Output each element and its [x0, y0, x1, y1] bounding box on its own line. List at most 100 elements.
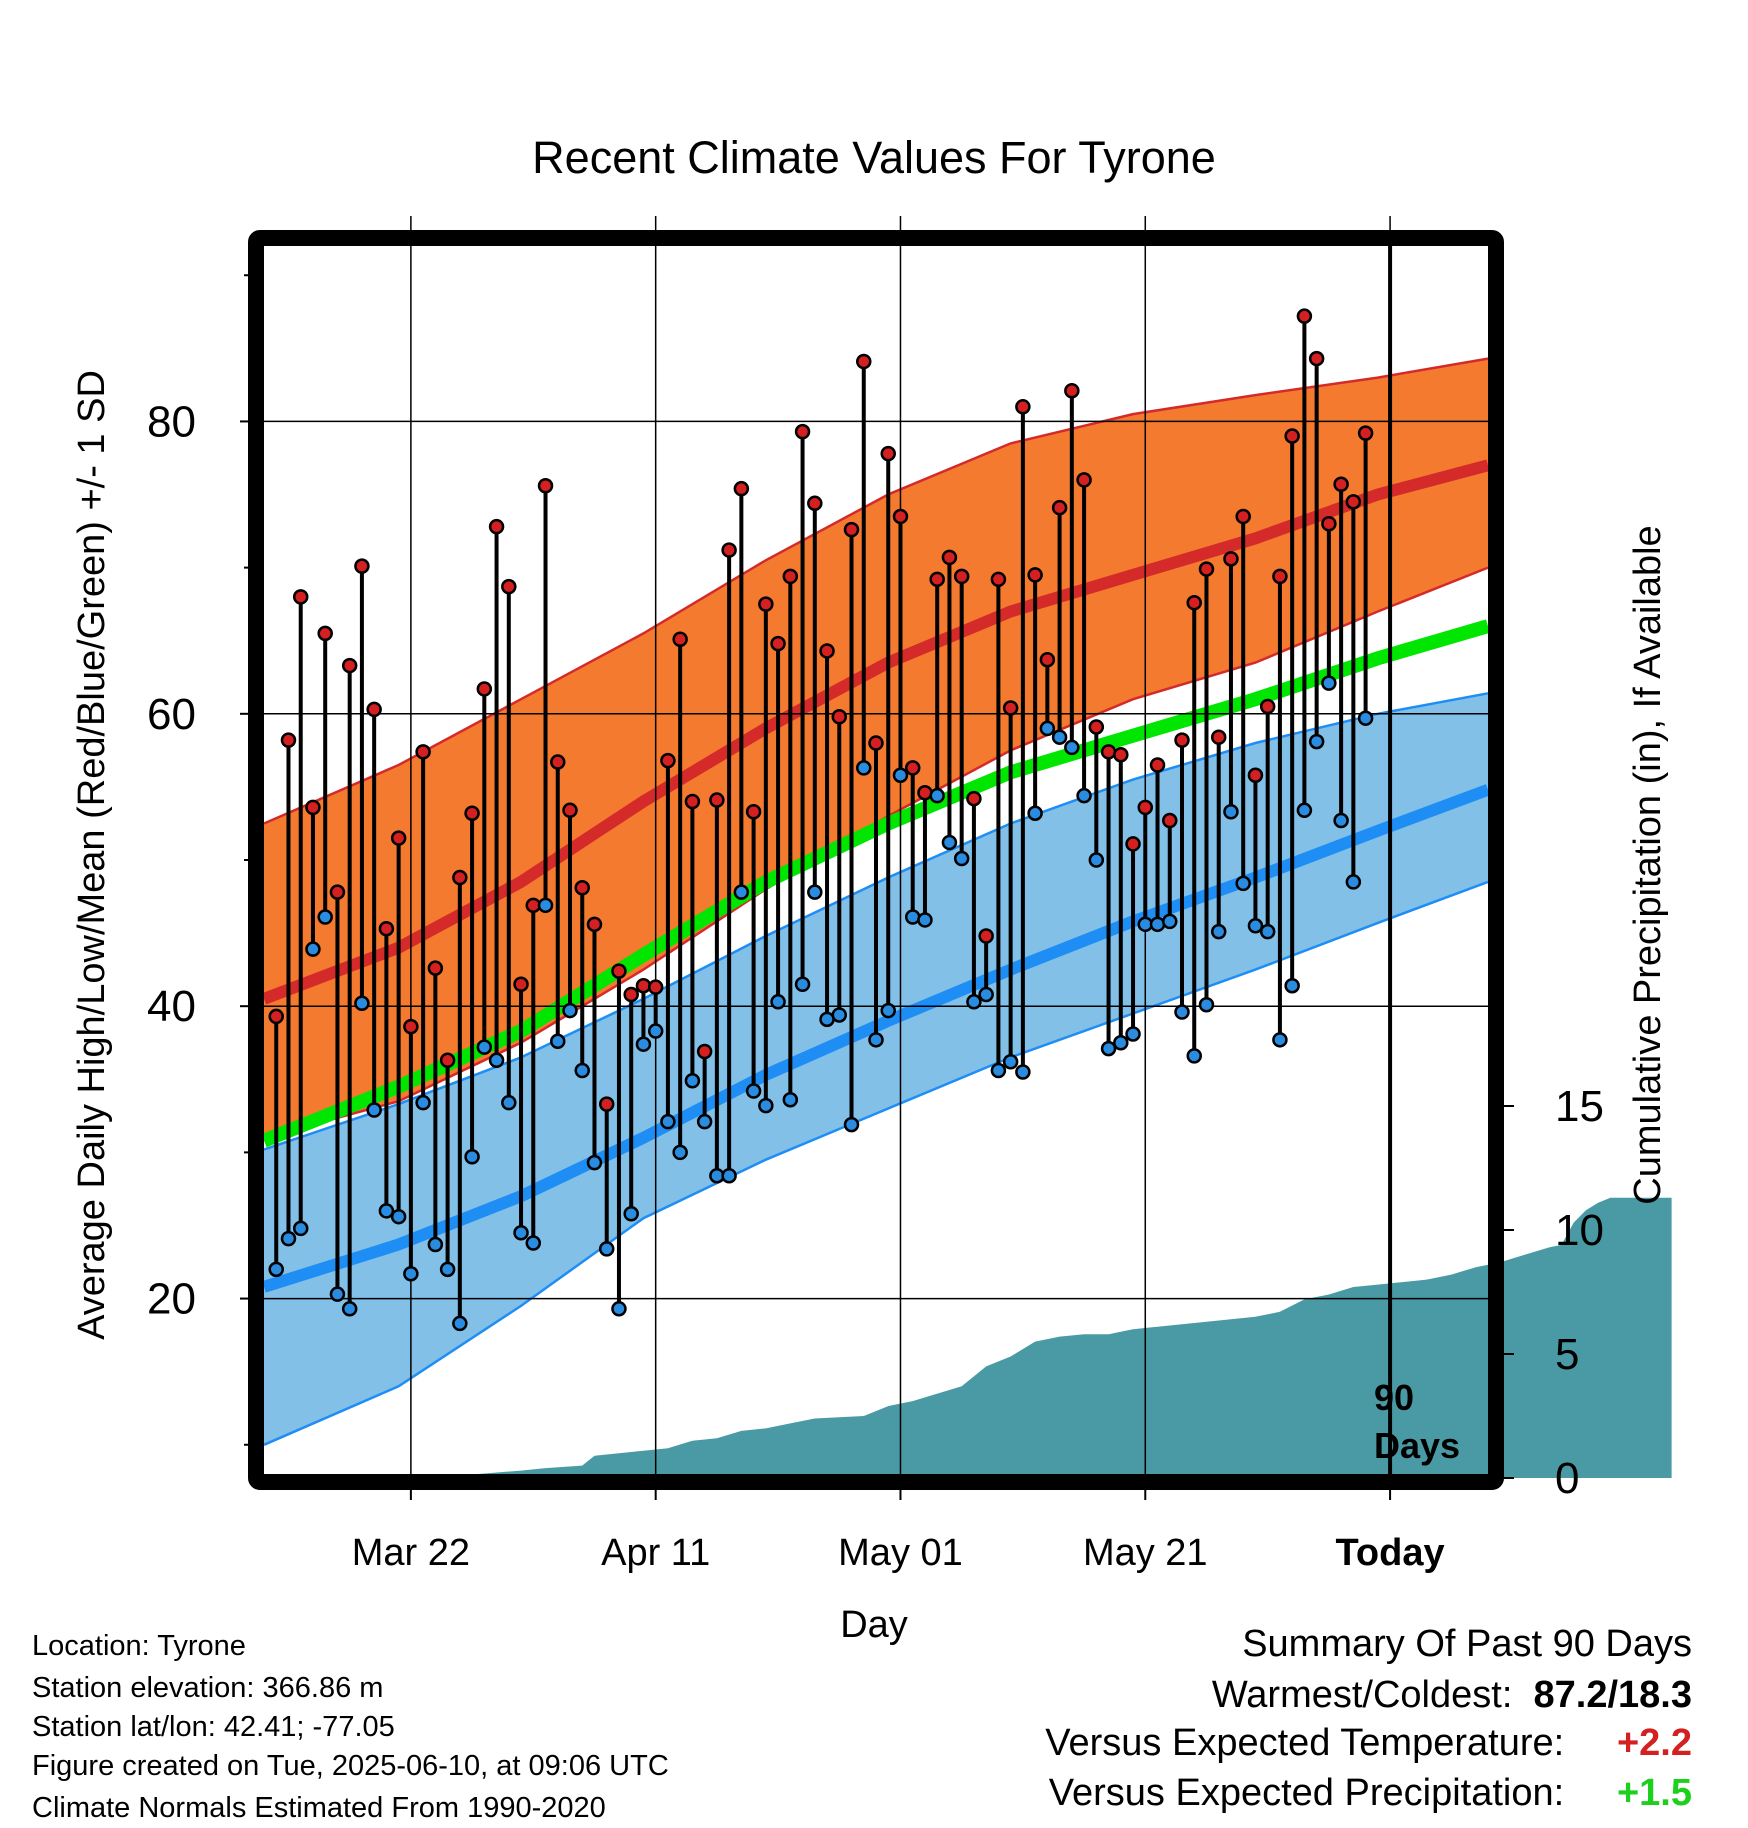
low-point [354, 995, 370, 1012]
high-point [1357, 425, 1374, 441]
low-point [782, 1092, 799, 1108]
high-point [1186, 594, 1202, 611]
low-point [452, 1315, 468, 1332]
y2-tick-label: 10 [1555, 1206, 1604, 1255]
elevation-text: Station elevation: 366.86 m [32, 1672, 384, 1704]
low-point [403, 1265, 419, 1282]
low-point [1149, 916, 1166, 933]
low-point [758, 1097, 774, 1114]
low-point [856, 760, 872, 776]
high-point [366, 701, 382, 718]
low-point [562, 1002, 578, 1019]
low-point [439, 1261, 456, 1278]
high-point [819, 643, 835, 659]
high-point [586, 916, 603, 933]
low-point [745, 1083, 762, 1099]
high-point [378, 920, 395, 937]
low-point [1321, 675, 1337, 691]
low-point [917, 912, 933, 928]
high-point [1113, 746, 1129, 763]
low-point [733, 884, 750, 900]
low-point [1308, 733, 1325, 750]
low-point [1174, 1004, 1190, 1020]
high-point [696, 1043, 713, 1060]
low-point [378, 1203, 395, 1219]
low-point [1039, 720, 1056, 737]
location-text: Location: Tyrone [32, 1630, 246, 1662]
low-point [598, 1241, 615, 1257]
high-point [574, 880, 590, 896]
high-point [904, 760, 921, 776]
low-point [586, 1154, 603, 1171]
summary-heading: Summary Of Past 90 Days [1242, 1623, 1692, 1665]
high-point [415, 744, 431, 760]
high-point [1308, 350, 1325, 367]
high-point [464, 805, 480, 821]
chart-title: Recent Climate Values For Tyrone [532, 132, 1216, 183]
high-point [1284, 428, 1300, 444]
high-point [1162, 812, 1178, 829]
high-point [1174, 732, 1190, 748]
high-point [513, 976, 529, 993]
low-point [501, 1094, 517, 1111]
low-point [843, 1116, 860, 1133]
y-tick-label: 60 [147, 690, 196, 739]
low-point [1272, 1032, 1288, 1048]
high-point [1296, 308, 1313, 324]
high-point [1100, 744, 1117, 760]
summary-temp: Versus Expected Temperature: +2.2 [1045, 1724, 1692, 1762]
low-point [574, 1062, 590, 1079]
low-point [794, 976, 811, 993]
low-point [1002, 1053, 1019, 1070]
y-tick-label: 20 [147, 1275, 196, 1324]
high-point [709, 792, 725, 808]
low-point [1235, 875, 1251, 892]
high-point [941, 549, 958, 566]
today-marker-label-2: Days [1374, 1425, 1460, 1466]
low-point [513, 1225, 529, 1241]
daily-ranges [274, 316, 1368, 1324]
normals-text: Climate Normals Estimated From 1990-2020 [32, 1792, 606, 1824]
y-tick-label: 40 [147, 982, 196, 1031]
high-point [403, 1018, 419, 1035]
high-point [758, 596, 774, 612]
x-tick-label: May 21 [1083, 1532, 1208, 1574]
low-point [1223, 804, 1239, 820]
high-point [990, 571, 1007, 588]
low-point [929, 787, 945, 804]
low-point [660, 1113, 676, 1130]
low-point [1198, 996, 1215, 1013]
high-point [978, 928, 994, 944]
high-point [782, 568, 799, 585]
x-tick-label: Today [1336, 1532, 1445, 1574]
low-point [623, 1206, 639, 1222]
y2-tick-label: 0 [1555, 1454, 1579, 1503]
today-marker-label-1: 90 [1374, 1377, 1414, 1418]
low-point [990, 1062, 1007, 1079]
normal-low-line [262, 784, 1491, 1293]
low-point [868, 1032, 884, 1048]
low-point [476, 1039, 493, 1055]
low-point [280, 1230, 297, 1247]
low-point [488, 1052, 505, 1069]
low-point [1296, 802, 1313, 819]
low-point [1345, 874, 1362, 890]
low-point [672, 1144, 688, 1161]
high-point [966, 790, 982, 807]
high-point [1125, 836, 1141, 852]
high-point [917, 785, 933, 801]
low-point [305, 941, 321, 957]
low-point [1027, 805, 1043, 821]
high-point [305, 799, 321, 816]
y2-axis-label: Cumulative Precipitation (in), If Availa… [1627, 525, 1669, 1204]
high-point [1345, 494, 1362, 510]
low-point [696, 1113, 713, 1130]
high-point [1235, 508, 1251, 525]
low-point [1076, 787, 1092, 804]
high-point [488, 518, 505, 535]
low-point [978, 986, 994, 1003]
high-point [317, 625, 333, 642]
high-point [929, 571, 945, 588]
y-axis-label: Average Daily High/Low/Mean (Red/Blue/Gr… [71, 370, 113, 1340]
